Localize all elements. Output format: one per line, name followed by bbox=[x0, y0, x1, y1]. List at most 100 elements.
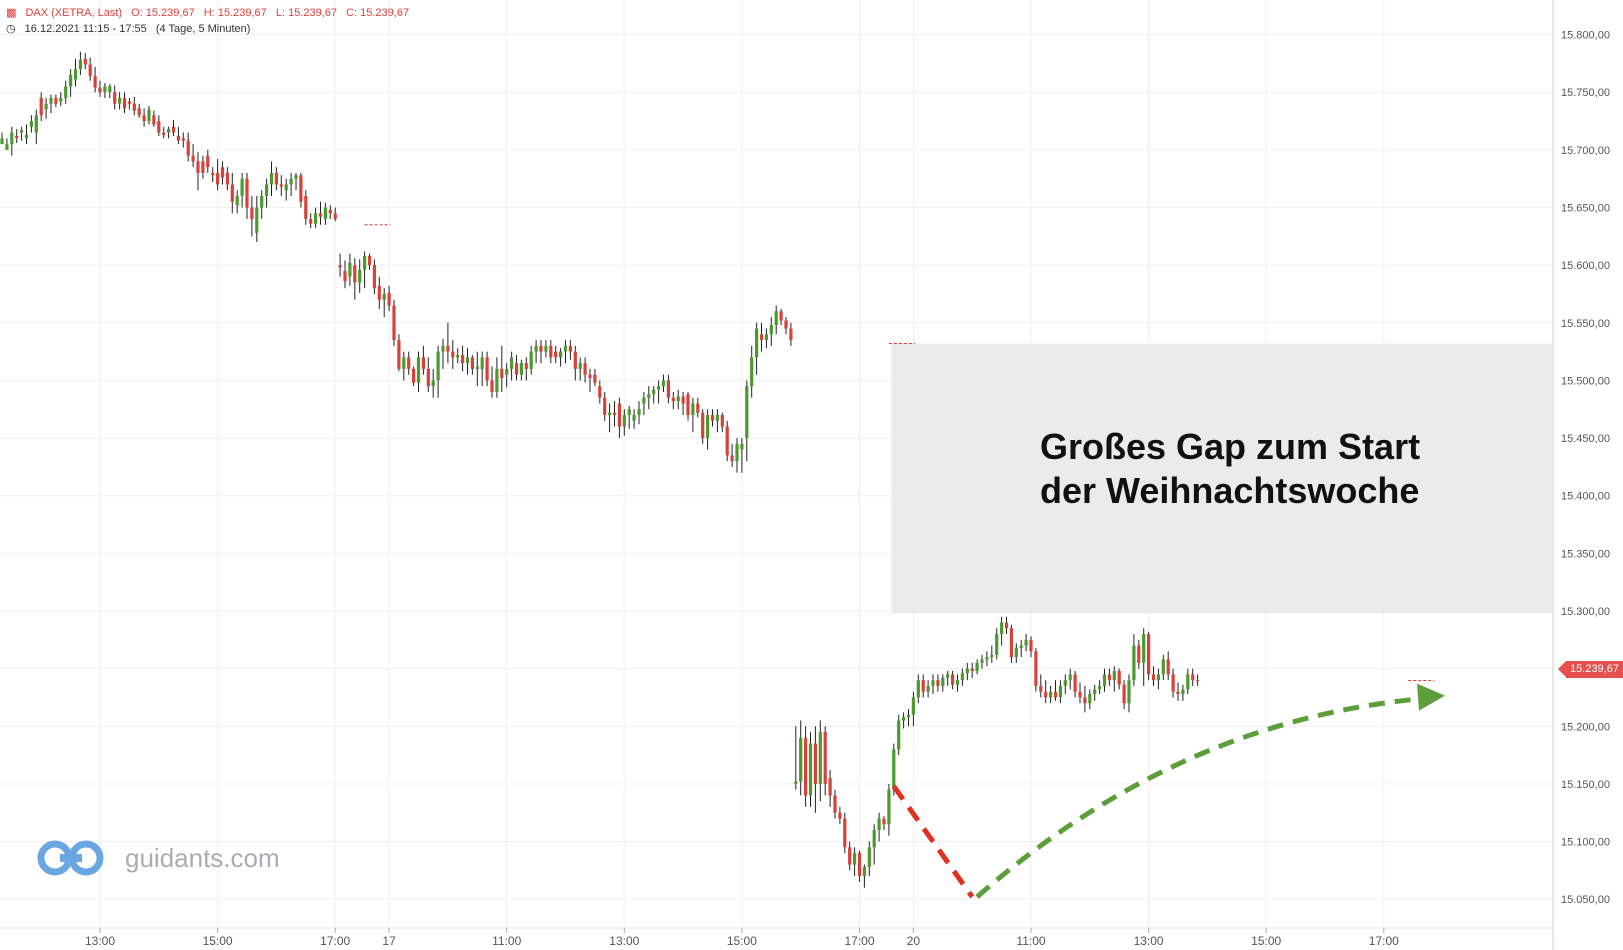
candle-body bbox=[318, 213, 323, 217]
candle-body bbox=[265, 184, 269, 196]
candle-body bbox=[230, 184, 234, 202]
candle-body bbox=[799, 737, 803, 782]
candle-body bbox=[608, 412, 612, 416]
candle-body bbox=[470, 357, 474, 369]
candle-body bbox=[392, 305, 396, 341]
x-tick-label: 20 bbox=[907, 934, 921, 948]
candle-body bbox=[225, 172, 229, 185]
candle-body bbox=[1034, 651, 1038, 686]
candle-body bbox=[995, 634, 999, 655]
candle-body bbox=[534, 345, 538, 352]
y-tick-label: 15.600,00 bbox=[1561, 260, 1610, 272]
candle-body bbox=[794, 781, 798, 784]
candle-body bbox=[877, 818, 881, 831]
candle-body bbox=[1083, 697, 1087, 704]
date-range: 16.12.2021 11:15 - 17:55 bbox=[24, 23, 147, 35]
candle-body bbox=[916, 680, 920, 698]
candle-body bbox=[1112, 670, 1116, 681]
candle-body bbox=[294, 175, 298, 179]
candle-body bbox=[1088, 693, 1092, 704]
candle-body bbox=[1093, 689, 1097, 694]
annotation-line-1: Großes Gap zum Start bbox=[1040, 426, 1421, 467]
x-tick-label: 13:00 bbox=[85, 934, 115, 948]
candle-body bbox=[632, 415, 636, 421]
y-tick-label: 15.500,00 bbox=[1561, 375, 1610, 387]
candle-body bbox=[1186, 674, 1190, 690]
candle-body bbox=[103, 86, 107, 93]
candle-body bbox=[892, 749, 896, 790]
candle-body bbox=[118, 97, 122, 104]
guidants-logo-icon bbox=[37, 840, 104, 876]
candle-body bbox=[975, 662, 979, 671]
candle-body bbox=[113, 92, 117, 104]
candle-body bbox=[446, 345, 450, 352]
candle-body bbox=[441, 345, 445, 352]
candle-body bbox=[593, 374, 597, 383]
candle-body bbox=[828, 778, 832, 796]
candle-body bbox=[735, 443, 739, 462]
candle-body bbox=[1191, 674, 1195, 681]
candle-body bbox=[10, 132, 14, 145]
candle-body bbox=[706, 415, 710, 439]
candle-body bbox=[343, 270, 347, 282]
candle-body bbox=[142, 115, 146, 122]
candle-body bbox=[759, 334, 764, 341]
x-tick-label: 13:00 bbox=[609, 934, 639, 948]
x-tick-label: 17:00 bbox=[844, 934, 874, 948]
candle-body bbox=[382, 293, 386, 300]
candle-body bbox=[1137, 645, 1141, 663]
candle-body bbox=[235, 195, 239, 206]
candle-body bbox=[1039, 685, 1043, 692]
candle-body bbox=[779, 311, 783, 321]
candle-body bbox=[710, 415, 715, 421]
candle-body bbox=[617, 403, 621, 427]
candle-body bbox=[323, 207, 327, 220]
y-tick-label: 15.050,00 bbox=[1561, 894, 1610, 906]
candle-body bbox=[490, 380, 494, 392]
candle-body bbox=[500, 368, 504, 379]
candle-body bbox=[137, 108, 141, 116]
up-trend-arrowhead bbox=[1417, 683, 1445, 711]
candle-body bbox=[985, 657, 989, 660]
y-tick-label: 15.150,00 bbox=[1561, 779, 1610, 791]
candle-body bbox=[377, 285, 381, 300]
candle-body bbox=[333, 213, 337, 220]
candle-body bbox=[936, 680, 940, 686]
candle-body bbox=[843, 818, 847, 848]
candle-body bbox=[412, 368, 416, 383]
candle-body bbox=[167, 129, 171, 133]
candle-body bbox=[304, 195, 308, 220]
candle-body bbox=[372, 265, 376, 289]
candle-body bbox=[1029, 639, 1033, 652]
candle-body bbox=[108, 86, 112, 93]
candle-body bbox=[563, 345, 568, 352]
y-tick-label: 15.550,00 bbox=[1561, 318, 1610, 330]
candle-body bbox=[720, 415, 724, 427]
candle-body bbox=[1107, 674, 1111, 681]
candle-body bbox=[436, 351, 440, 381]
x-tick-label: 17:00 bbox=[1369, 934, 1399, 948]
y-tick-label: 15.100,00 bbox=[1561, 837, 1610, 849]
candle-body bbox=[818, 732, 822, 784]
candle-body bbox=[162, 132, 166, 135]
candle-body bbox=[1000, 622, 1004, 635]
x-tick-label: 15:00 bbox=[1251, 934, 1281, 948]
candle-body bbox=[882, 818, 886, 825]
candle-body bbox=[1151, 674, 1156, 681]
candle-body bbox=[69, 74, 73, 87]
candle-body bbox=[691, 403, 695, 416]
candle-body bbox=[774, 311, 778, 326]
candle-body bbox=[353, 265, 357, 283]
annotation-line-2: der Weihnachtswoche bbox=[1040, 470, 1420, 511]
candle-body bbox=[171, 126, 176, 133]
candle-body bbox=[1166, 659, 1170, 675]
candle-body bbox=[848, 847, 852, 865]
candle-body bbox=[1004, 622, 1009, 629]
candle-body bbox=[1049, 691, 1053, 698]
x-axis: 13:00 15:00 17:00 17 11:00 13:00 15:00 17:00 20 1… bbox=[85, 928, 1399, 948]
candle-body bbox=[946, 674, 950, 678]
candle-body bbox=[1196, 680, 1200, 682]
candle-body bbox=[1171, 674, 1175, 692]
candle-body bbox=[505, 368, 509, 375]
